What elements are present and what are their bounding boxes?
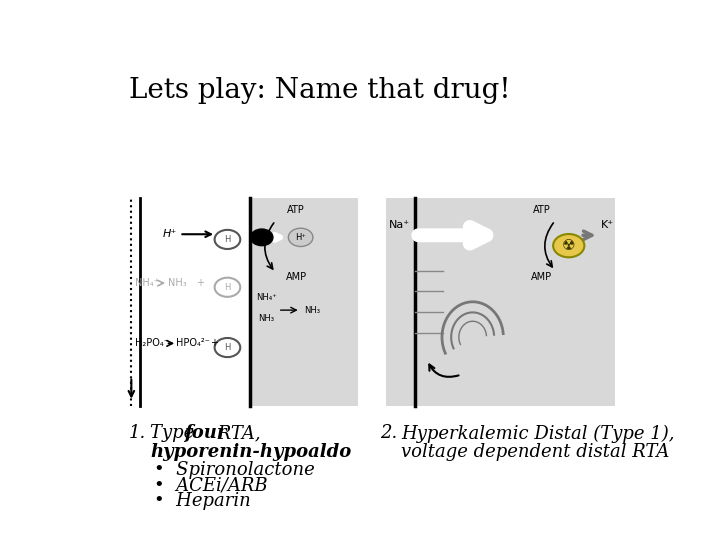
Text: H: H: [224, 283, 230, 292]
Text: ☢: ☢: [562, 238, 575, 253]
Text: NH₃: NH₃: [304, 306, 320, 315]
Text: K⁺: K⁺: [601, 220, 614, 230]
Text: NH₄⁺: NH₄⁺: [135, 278, 159, 288]
Text: four: four: [184, 424, 226, 442]
Text: •  Spironolactone: • Spironolactone: [154, 461, 315, 478]
Circle shape: [251, 229, 273, 246]
Text: ATP: ATP: [287, 205, 305, 215]
Text: RTA,: RTA,: [212, 424, 260, 442]
Circle shape: [553, 234, 585, 258]
Text: Lets play: Name that drug!: Lets play: Name that drug!: [129, 77, 510, 104]
Text: Na⁺: Na⁺: [389, 220, 410, 230]
Text: •  ACEi/ARB: • ACEi/ARB: [154, 476, 268, 495]
Text: NH₃: NH₃: [258, 314, 274, 323]
Text: 1.: 1.: [129, 424, 146, 442]
Text: +: +: [210, 339, 217, 348]
Text: H: H: [224, 343, 230, 352]
Text: voltage dependent distal RTA: voltage dependent distal RTA: [401, 443, 670, 461]
Text: ATP: ATP: [532, 205, 550, 215]
FancyBboxPatch shape: [251, 198, 358, 406]
Text: H₂PO₄⁻: H₂PO₄⁻: [135, 339, 169, 348]
Text: +: +: [196, 278, 204, 288]
Text: H⁺: H⁺: [163, 230, 177, 239]
Text: AMP: AMP: [286, 272, 307, 282]
Text: H⁺: H⁺: [295, 233, 306, 242]
Text: NH₃: NH₃: [168, 278, 186, 288]
Text: Type: Type: [150, 424, 200, 442]
Text: H: H: [224, 235, 230, 244]
Circle shape: [289, 228, 313, 246]
Text: AMP: AMP: [531, 272, 552, 282]
Text: •  Heparin: • Heparin: [154, 492, 251, 510]
Text: 2.: 2.: [380, 424, 397, 442]
FancyBboxPatch shape: [386, 198, 615, 406]
Text: HPO₄²⁻: HPO₄²⁻: [176, 339, 210, 348]
Text: hyporenin-hypoaldo: hyporenin-hypoaldo: [150, 443, 351, 461]
Text: Hyperkalemic Distal (Type 1),: Hyperkalemic Distal (Type 1),: [401, 424, 675, 443]
Text: NH₄⁺: NH₄⁺: [256, 293, 276, 302]
